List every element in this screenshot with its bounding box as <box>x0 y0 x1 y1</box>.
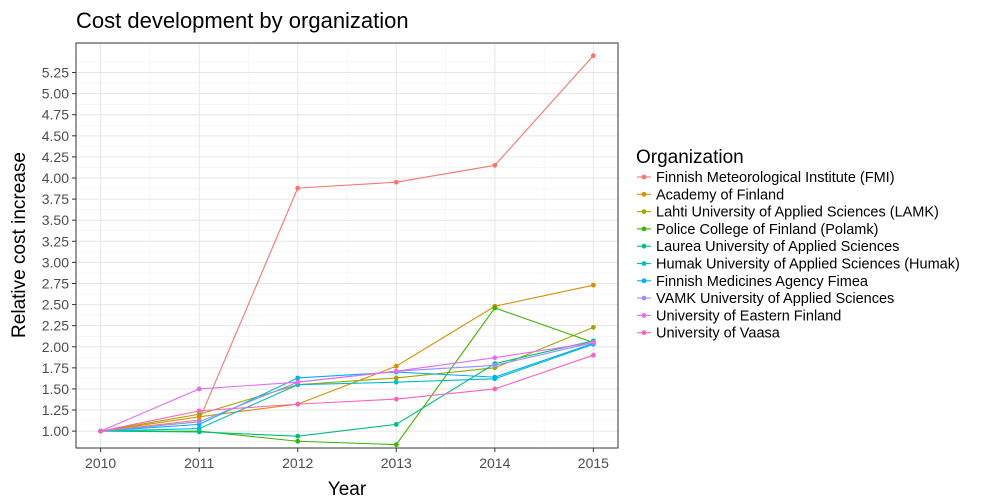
data-point <box>393 396 399 402</box>
series-line <box>100 341 594 432</box>
legend-key-point <box>641 209 647 215</box>
data-point <box>295 375 301 381</box>
y-tick-label: 1.50 <box>42 381 69 397</box>
legend-key-point <box>641 278 647 284</box>
legend-key-point <box>641 174 647 180</box>
data-point <box>590 340 596 345</box>
data-point <box>196 386 202 392</box>
y-tick-label: 3.75 <box>42 191 69 207</box>
y-tick-label: 3.00 <box>42 254 69 270</box>
data-point <box>98 428 104 434</box>
series-line <box>100 284 594 432</box>
data-point <box>295 433 301 439</box>
legend-label: Academy of Finland <box>656 187 784 203</box>
data-point <box>295 379 301 385</box>
y-tick-label: 2.75 <box>42 275 69 291</box>
y-tick-label: 1.25 <box>42 402 69 418</box>
x-tick-label: 2015 <box>578 455 609 471</box>
x-tick-label: 2014 <box>479 455 510 471</box>
legend-label: Humak University of Applied Sciences (Hu… <box>656 257 960 273</box>
data-point <box>492 386 498 392</box>
y-axis-title: Relative cost increase <box>9 152 30 338</box>
data-point <box>393 375 399 381</box>
y-tick-label: 5.00 <box>42 86 69 102</box>
y-tick-label: 5.25 <box>42 65 69 81</box>
data-point <box>196 429 202 435</box>
legend-key-point <box>641 313 647 318</box>
chart-title: Cost development by organization <box>76 8 409 33</box>
data-point <box>590 53 596 59</box>
legend-label: University of Vaasa <box>656 326 781 342</box>
x-axis-title: Year <box>328 479 367 500</box>
y-tick-label: 4.50 <box>42 128 69 144</box>
legend-label: Finnish Medicines Agency Fimea <box>656 274 869 290</box>
legend: Organization Finnish Meteorological Inst… <box>636 147 960 342</box>
series-line <box>100 55 594 432</box>
y-tick-label: 1.00 <box>42 423 69 439</box>
legend-label: University of Eastern Finland <box>656 308 841 324</box>
legend-key-point <box>641 191 647 197</box>
data-point <box>295 438 301 444</box>
data-point <box>393 179 399 185</box>
series-line <box>100 307 594 446</box>
data-point <box>196 408 202 414</box>
data-point <box>196 411 202 417</box>
legend-key-point <box>641 330 647 336</box>
legend-key-point <box>641 226 647 232</box>
legend-label: Finnish Meteorological Institute (FMI) <box>656 170 895 186</box>
y-tick-label: 2.25 <box>42 318 69 334</box>
data-point <box>590 282 596 288</box>
series-line <box>100 342 594 432</box>
y-tick-label: 4.00 <box>42 170 69 186</box>
plot-panel: 1.00 1.25 1.50 1.75 2.00 2.25 2.50 2.75 3.00 3.25… <box>42 42 619 471</box>
data-point <box>492 374 498 380</box>
legend-label: VAMK University of Applied Sciences <box>656 291 894 307</box>
legend-label: Lahti University of Applied Sciences (LA… <box>656 205 939 221</box>
y-tick-label: 1.75 <box>42 360 69 376</box>
y-tick-label: 2.50 <box>42 297 69 313</box>
data-point <box>393 421 399 427</box>
legend-key-point <box>641 261 647 266</box>
panel-border <box>75 42 619 449</box>
series-line <box>100 354 594 432</box>
series-line <box>100 340 594 437</box>
data-point <box>196 419 202 425</box>
y-tick-label: 4.25 <box>42 149 69 165</box>
legend-title: Organization <box>636 147 744 168</box>
legend-label: Laurea University of Applied Sciences <box>656 239 899 255</box>
data-point <box>590 324 596 330</box>
data-point <box>295 401 301 407</box>
x-tick-label: 2011 <box>184 455 214 471</box>
y-tick-label: 4.75 <box>42 107 69 123</box>
y-tick-label: 3.25 <box>42 233 69 249</box>
data-point <box>295 185 301 191</box>
data-point <box>590 352 596 358</box>
legend-key-point <box>641 243 647 249</box>
x-tick-label: 2012 <box>282 455 313 471</box>
data-point <box>393 442 399 448</box>
legend-label: Police College of Finland (Polamk) <box>656 222 878 238</box>
data-point <box>393 368 399 374</box>
data-point <box>492 162 498 168</box>
y-tick-label: 3.50 <box>42 212 69 228</box>
y-tick-label: 2.00 <box>42 339 69 355</box>
x-tick-label: 2013 <box>381 455 412 471</box>
x-tick-label: 2010 <box>85 455 116 471</box>
legend-key-point <box>641 295 647 301</box>
data-point <box>492 355 498 361</box>
data-point <box>196 426 202 431</box>
data-point <box>492 305 498 311</box>
data-point <box>492 362 498 368</box>
series-line <box>100 343 594 432</box>
data-point <box>393 363 399 369</box>
data-point <box>393 379 399 385</box>
